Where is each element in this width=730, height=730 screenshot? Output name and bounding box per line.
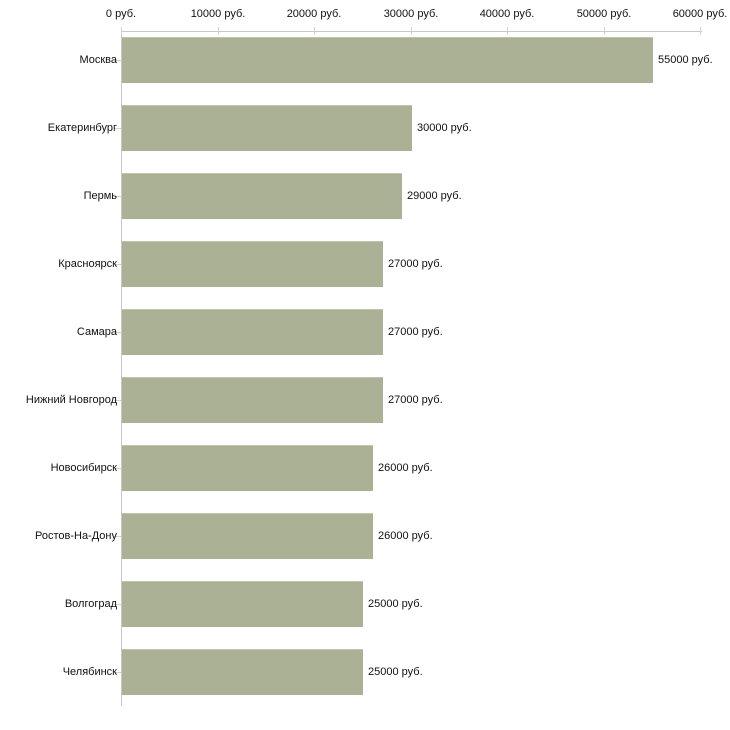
bar-top-edge (122, 445, 373, 446)
x-axis-tick-label: 60000 руб. (672, 8, 728, 20)
bar-top-edge (122, 37, 653, 38)
x-axis-tick (218, 27, 219, 35)
bar-top-edge (122, 377, 383, 378)
x-axis-tick (314, 27, 315, 35)
x-axis-tick (507, 27, 508, 35)
category-label: Челябинск (62, 666, 117, 678)
value-label: 25000 руб. (368, 598, 423, 610)
bar-top-edge (122, 649, 363, 650)
bar (122, 105, 412, 151)
y-axis-tick (114, 264, 121, 265)
y-axis-tick (114, 604, 121, 605)
category-label: Пермь (83, 190, 117, 202)
bar-top-edge (122, 173, 402, 174)
value-label: 55000 руб. (658, 54, 713, 66)
bar (122, 377, 383, 423)
bar-top-edge (122, 581, 363, 582)
bar (122, 173, 402, 219)
x-axis-tick (411, 27, 412, 35)
value-label: 26000 руб. (378, 530, 433, 542)
x-axis-tick (604, 27, 605, 35)
bar (122, 649, 363, 695)
category-label: Красноярск (58, 258, 117, 270)
x-axis-tick-label: 0 руб. (105, 8, 137, 20)
bar (122, 37, 653, 83)
y-axis-tick (114, 536, 121, 537)
value-label: 29000 руб. (407, 190, 462, 202)
y-axis-line (121, 31, 122, 706)
x-axis-tick-label: 20000 руб. (286, 8, 342, 20)
y-axis-tick (114, 672, 121, 673)
bar-top-edge (122, 241, 383, 242)
x-axis-tick (700, 27, 701, 35)
y-axis-tick (114, 332, 121, 333)
value-label: 27000 руб. (388, 394, 443, 406)
y-axis-tick (114, 128, 121, 129)
bar (122, 309, 383, 355)
y-axis-tick (114, 60, 121, 61)
bar (122, 241, 383, 287)
value-label: 25000 руб. (368, 666, 423, 678)
y-axis-tick (114, 196, 121, 197)
category-label: Екатеринбург (47, 122, 117, 134)
bar (122, 445, 373, 491)
x-axis-tick-label: 40000 руб. (479, 8, 535, 20)
value-label: 26000 руб. (378, 462, 433, 474)
y-axis-tick (114, 400, 121, 401)
category-label: Самара (76, 326, 117, 338)
category-label: Нижний Новгород (25, 394, 117, 406)
bar-top-edge (122, 513, 373, 514)
category-label: Ростов-На-Дону (34, 530, 117, 542)
value-label: 27000 руб. (388, 326, 443, 338)
category-label: Москва (79, 54, 117, 66)
value-label: 30000 руб. (417, 122, 472, 134)
x-axis-tick (121, 27, 122, 35)
x-axis-tick-label: 30000 руб. (383, 8, 439, 20)
bar (122, 513, 373, 559)
value-label: 27000 руб. (388, 258, 443, 270)
y-axis-tick (114, 468, 121, 469)
x-axis-tick-label: 10000 руб. (190, 8, 246, 20)
bar-top-edge (122, 105, 412, 106)
bar-top-edge (122, 309, 383, 310)
x-axis-tick-label: 50000 руб. (576, 8, 632, 20)
category-label: Волгоград (64, 598, 117, 610)
category-label: Новосибирск (50, 462, 117, 474)
bar (122, 581, 363, 627)
